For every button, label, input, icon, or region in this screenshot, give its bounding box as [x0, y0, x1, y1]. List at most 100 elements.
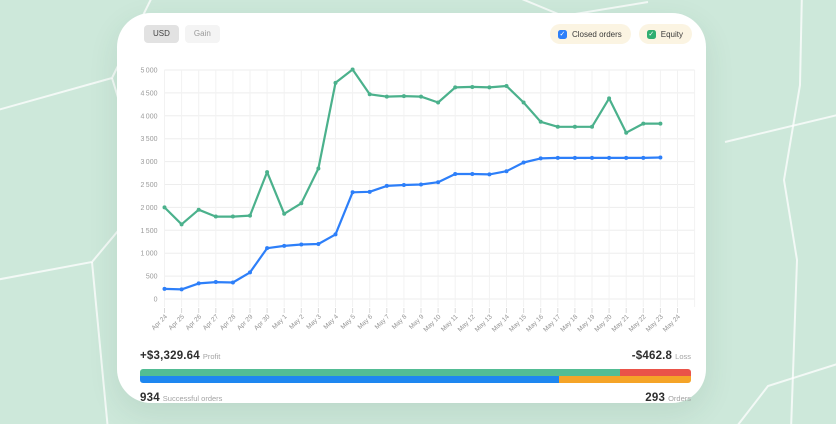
data-point [555, 155, 560, 160]
data-point [572, 155, 577, 160]
data-point [624, 130, 629, 135]
x-tick-label: May 19 [576, 313, 596, 333]
x-tick-label: May 5 [340, 313, 358, 331]
data-point [470, 84, 475, 89]
data-point [624, 155, 629, 160]
data-point [299, 201, 304, 206]
data-point [453, 171, 458, 176]
data-point [333, 80, 338, 85]
x-tick-label: May 18 [559, 313, 579, 333]
svg-text:5 000: 5 000 [141, 68, 158, 75]
data-point [196, 281, 201, 286]
orders-value: 293 [645, 392, 666, 404]
legend-item-equity[interactable]: ✓ Equity [638, 24, 692, 44]
data-point [590, 155, 594, 160]
x-tick-label: Apr 25 [168, 313, 187, 332]
data-point [367, 189, 372, 194]
x-tick-label: May 15 [508, 313, 528, 333]
data-point [555, 124, 560, 129]
chart-card: USD Gain ✓ Closed orders ✓ Equity 0 500 1 … [117, 13, 706, 406]
x-tick-label: May 2 [288, 313, 306, 331]
svg-text:4 000: 4 000 [141, 113, 158, 120]
loss-bar-segment [620, 369, 691, 376]
x-tick-label: May 6 [357, 313, 375, 331]
data-point [572, 124, 577, 129]
svg-text:0: 0 [154, 297, 158, 304]
data-point [213, 280, 218, 285]
profit-bar-segment [140, 369, 621, 376]
x-tick-label: May 7 [374, 313, 392, 331]
profit-stat: +$3,329.64 Profit [140, 346, 220, 364]
series-equity [162, 67, 663, 227]
stats-section: +$3,329.64 Profit -$462.8 Loss 934 Successf… [140, 346, 691, 406]
data-point [333, 232, 338, 237]
data-point [504, 169, 509, 174]
data-point [162, 205, 167, 210]
x-tick-label: May 14 [491, 313, 511, 333]
x-tick-label: May 20 [593, 313, 613, 333]
svg-text:2 000: 2 000 [141, 205, 158, 212]
data-point [538, 119, 543, 124]
data-point [401, 94, 406, 99]
data-point [384, 94, 389, 99]
success-orders-bar [140, 376, 691, 383]
data-point [350, 190, 355, 195]
data-point [641, 121, 646, 126]
orders-label: Orders [668, 394, 691, 403]
data-point [521, 160, 526, 165]
loss-stat: -$462.8 Loss [632, 346, 691, 364]
data-point [470, 171, 475, 176]
data-point [487, 85, 492, 90]
data-point [230, 280, 235, 285]
data-point [162, 286, 167, 291]
checkbox-checked-icon: ✓ [557, 29, 567, 39]
line-chart[interactable]: 0 500 1 000 1 500 2 000 2 500 3 000 3 500 4 000 4… [130, 55, 700, 345]
x-tick-label: Apr 27 [202, 313, 221, 332]
svg-text:1 000: 1 000 [141, 251, 158, 258]
data-point [282, 211, 287, 216]
legend-label: Closed orders [571, 29, 622, 39]
successful-orders-stat: 934 Successful orders [140, 388, 222, 406]
orders-stat: 293 Orders [645, 388, 691, 406]
success-bar-segment [140, 376, 560, 383]
legend-label: Equity [660, 29, 683, 39]
usd-button[interactable]: USD [144, 25, 179, 43]
x-tick-label: May 10 [422, 313, 442, 333]
gain-button[interactable]: Gain [184, 25, 220, 43]
x-tick-label: May 8 [391, 313, 409, 331]
data-point [401, 182, 406, 187]
data-point [230, 214, 235, 219]
legend-item-closed-orders[interactable]: ✓ Closed orders [549, 24, 631, 44]
x-tick-label: May 17 [542, 313, 562, 333]
chart-grid [164, 69, 696, 313]
data-point [213, 214, 218, 219]
data-point [436, 180, 441, 185]
x-tick-label: May 24 [662, 313, 682, 333]
x-tick-label: Apr 26 [185, 313, 204, 332]
x-tick-label: Apr 24 [150, 313, 169, 332]
svg-text:2 500: 2 500 [141, 182, 158, 189]
x-tick-label: May 16 [525, 313, 545, 333]
data-point [658, 121, 663, 126]
data-point [419, 94, 423, 99]
profit-label: Profit [202, 352, 221, 361]
profit-loss-bar [140, 369, 691, 376]
data-point [179, 222, 184, 227]
x-tick-label: May 4 [322, 313, 340, 331]
loss-value: -$462.8 [631, 350, 673, 362]
svg-text:3 500: 3 500 [141, 136, 158, 143]
currency-toggle-group: USD Gain [144, 25, 220, 43]
remaining-bar-segment [559, 376, 691, 383]
successful-orders-value: 934 [140, 392, 160, 404]
data-point [607, 155, 612, 160]
x-tick-label: May 21 [611, 313, 631, 333]
x-tick-label: May 12 [457, 313, 477, 333]
x-tick-label: May 11 [440, 313, 460, 333]
checkbox-checked-icon: ✓ [646, 29, 656, 39]
data-point [299, 242, 304, 247]
x-tick-label: Apr 30 [253, 313, 272, 332]
svg-text:500: 500 [146, 274, 158, 281]
data-point [282, 243, 287, 248]
x-tick-label: May 13 [474, 313, 494, 333]
